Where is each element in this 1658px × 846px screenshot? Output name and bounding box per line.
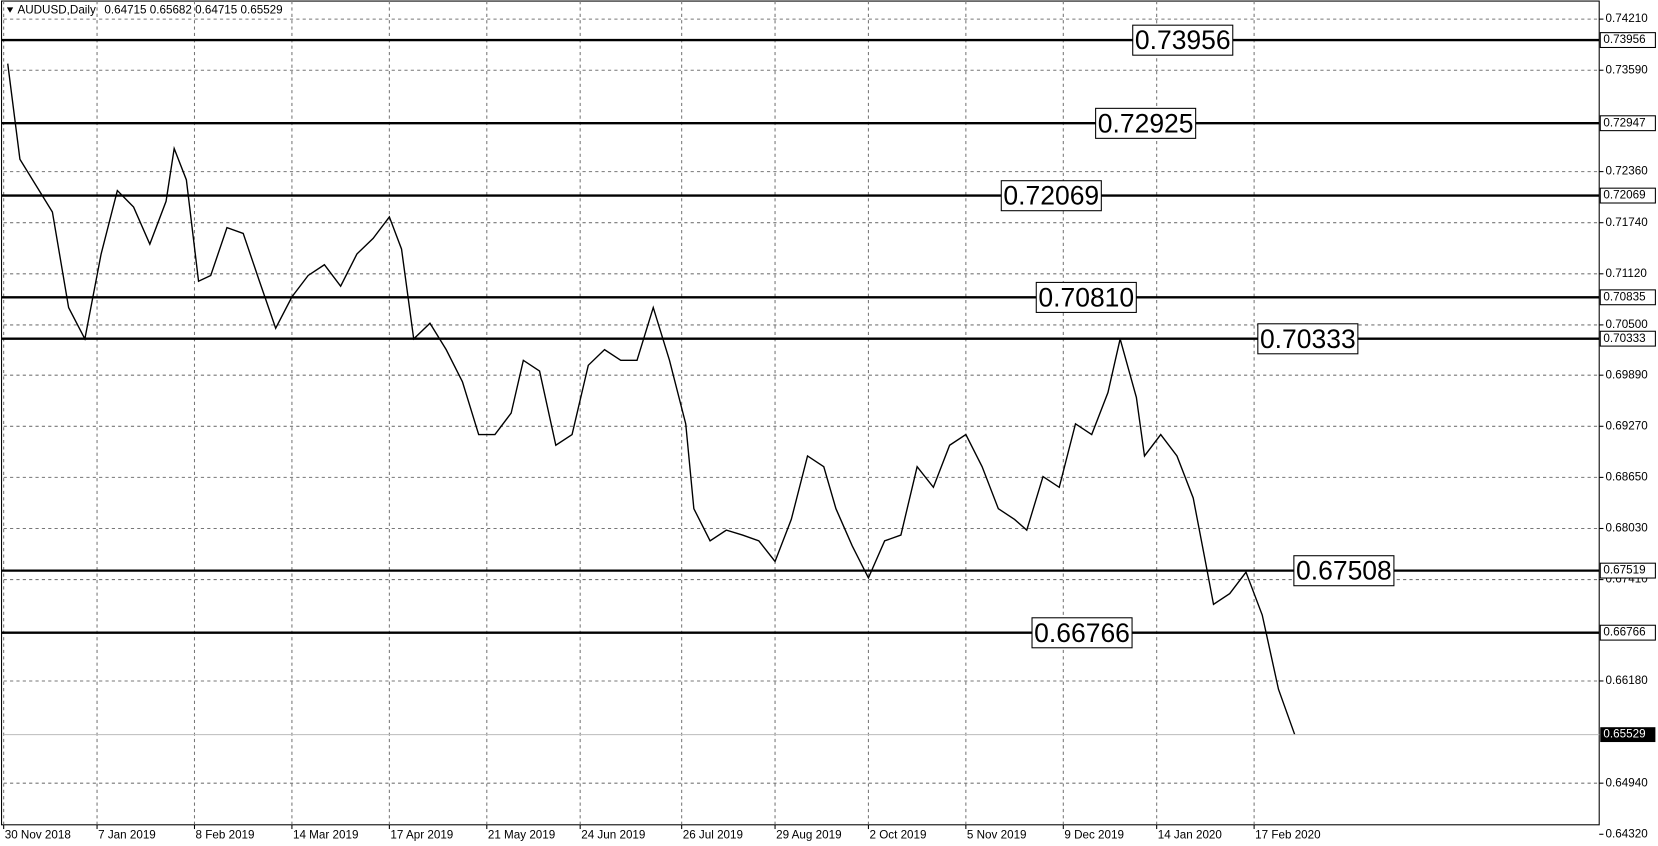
level-box [1000, 180, 1102, 212]
menu-arrow[interactable] [6, 7, 14, 13]
level-box-label: 0.72925 [1098, 108, 1194, 138]
current-price-label: 0.65529 [1603, 728, 1645, 741]
level-price-label: 0.72069 [1603, 189, 1645, 202]
price-line [7, 63, 1296, 735]
level-price-label: 0.70333 [1603, 332, 1645, 345]
level-box-label: 0.67508 [1296, 556, 1392, 586]
y-tick-label: 0.64320 [1606, 827, 1649, 840]
level-box-label: 0.70810 [1038, 282, 1134, 312]
y-tick-label: 0.70500 [1606, 318, 1649, 331]
y-tick-label: 0.74210 [1606, 12, 1649, 25]
level-box-label: 0.72069 [1003, 181, 1099, 211]
y-tick-label: 0.71740 [1606, 216, 1649, 229]
level-price-tag [1599, 115, 1656, 132]
level-box [1257, 323, 1359, 355]
level-price-tag [1599, 32, 1656, 49]
x-tick-label: 30 Nov 2018 [5, 828, 71, 841]
x-tick-label: 24 Jun 2019 [581, 828, 645, 841]
x-tick-label: 5 Nov 2019 [967, 828, 1027, 841]
y-tick-label: 0.66180 [1606, 674, 1649, 687]
x-tick-label: 29 Aug 2019 [776, 828, 841, 841]
level-box-label: 0.70333 [1260, 324, 1356, 354]
x-tick-label: 9 Dec 2019 [1064, 828, 1124, 841]
y-tick-label: 0.68650 [1606, 470, 1649, 483]
y-tick-label: 0.72360 [1606, 165, 1649, 178]
level-box [1035, 281, 1137, 313]
y-tick-label: 0.69270 [1606, 419, 1649, 432]
level-box-label: 0.66766 [1034, 618, 1130, 648]
level-price-label: 0.67519 [1603, 564, 1645, 577]
level-price-label: 0.66766 [1603, 626, 1645, 639]
x-tick-label: 26 Jul 2019 [683, 828, 743, 841]
x-tick-label: 2 Oct 2019 [869, 828, 926, 841]
level-price-label: 0.73956 [1603, 33, 1645, 46]
x-tick-label: 17 Feb 2020 [1255, 828, 1321, 841]
x-tick-label: 14 Mar 2019 [293, 828, 358, 841]
level-price-label: 0.72947 [1603, 116, 1645, 129]
level-price-tag [1599, 562, 1656, 579]
current-price-tag [1600, 727, 1656, 743]
symbol-title: AUDUSD,Daily [17, 4, 96, 17]
level-price-label: 0.70835 [1603, 290, 1645, 303]
x-tick-label: 8 Feb 2019 [196, 828, 255, 841]
level-price-tag [1599, 330, 1656, 347]
level-box [1132, 24, 1234, 56]
y-tick-label: 0.68030 [1606, 522, 1649, 535]
level-box [1293, 555, 1395, 587]
plot-frame [1, 0, 1600, 826]
x-tick-label: 14 Jan 2020 [1158, 828, 1223, 841]
level-box [1095, 107, 1197, 139]
level-price-tag [1599, 624, 1656, 641]
ohlc-readout: 0.64715 0.65682 0.64715 0.65529 [104, 4, 282, 17]
y-tick-label: 0.69890 [1606, 368, 1649, 381]
level-box-label: 0.73956 [1135, 25, 1231, 55]
x-tick-label: 17 Apr 2019 [390, 828, 453, 841]
y-tick-label: 0.71120 [1606, 267, 1648, 280]
level-price-tag [1599, 289, 1656, 306]
y-tick-label: 0.64940 [1606, 776, 1649, 789]
y-tick-label: 0.73590 [1606, 63, 1649, 76]
level-price-tag [1599, 187, 1656, 204]
x-tick-label: 21 May 2019 [488, 828, 555, 841]
x-tick-label: 7 Jan 2019 [98, 828, 156, 841]
level-box [1031, 617, 1133, 649]
